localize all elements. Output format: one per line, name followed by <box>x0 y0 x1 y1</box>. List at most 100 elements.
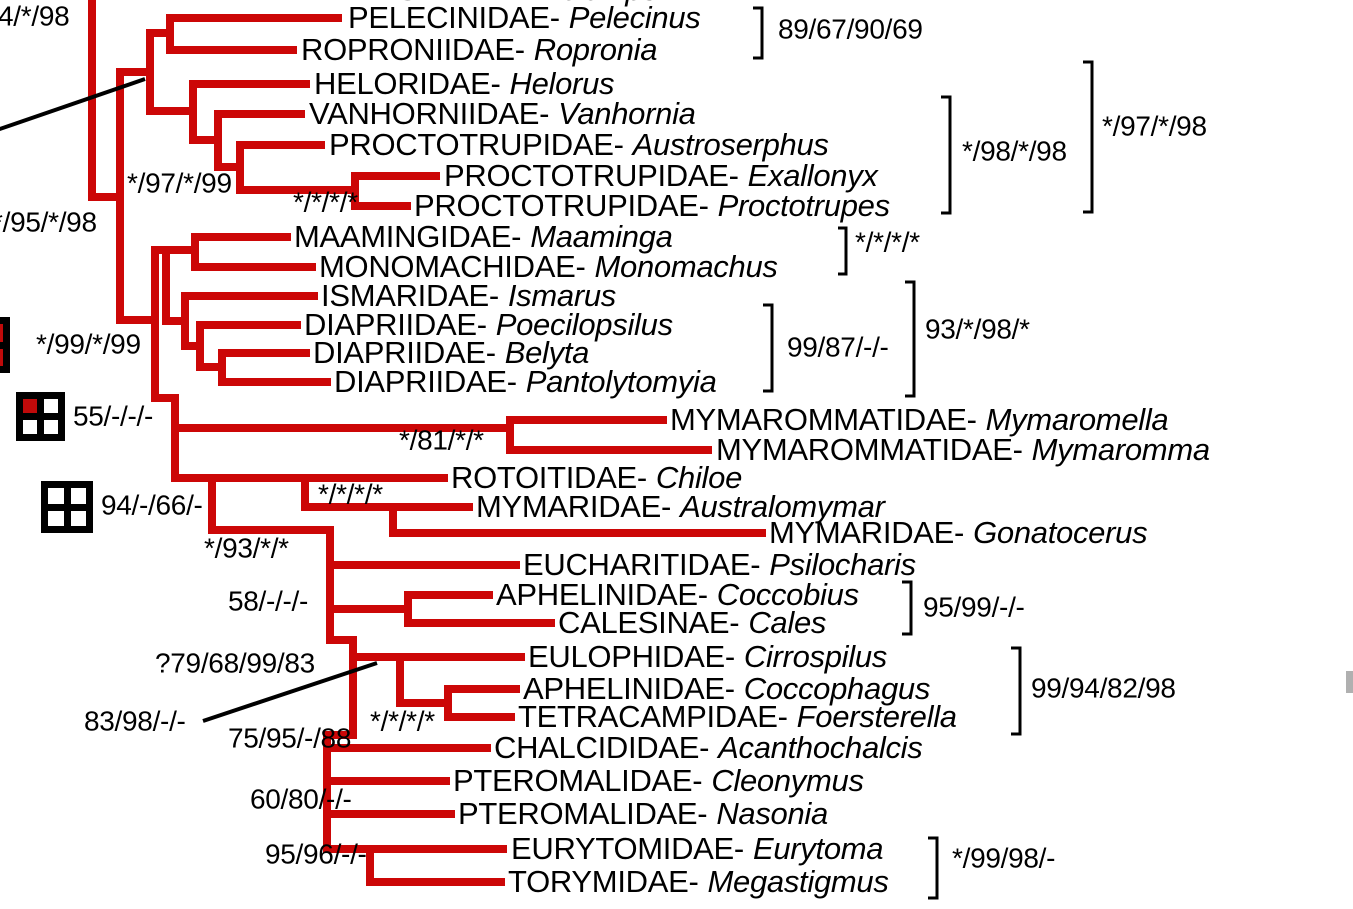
genus-name: Monomachus <box>594 248 778 284</box>
family-name: PTEROMALIDAE- <box>453 762 703 798</box>
grid-2x2-topleft-red-icon <box>16 392 65 441</box>
genus-name: Cleonymus <box>711 762 864 798</box>
genus-name: Mymaromella <box>985 401 1169 437</box>
family-name: DIAPRIIDAE- <box>304 306 487 342</box>
bracket-support-label: */*/*/* <box>855 226 920 258</box>
taxon-label: MYMARIDAE- Australomymar <box>476 491 885 522</box>
taxon-label: DIAPRIIDAE- Poecilopsilus <box>304 309 673 340</box>
genus-name: Maaminga <box>530 218 673 254</box>
quadrant-cell <box>44 420 58 434</box>
support-bracket <box>838 226 848 276</box>
pointer-lines <box>0 77 378 723</box>
genus-name: Melanips <box>536 0 658 7</box>
bracket-support-label: */99/98/- <box>952 842 1056 874</box>
quadrant-cell <box>23 420 37 434</box>
taxon-label: VANHORNIIDAE- Vanhornia <box>309 98 696 129</box>
branch <box>366 845 505 886</box>
taxon-label: PROCTOTRUPIDAE- Proctotrupes <box>414 190 890 221</box>
taxon-label: CHALCIDIDAE- Acanthochalcis <box>494 729 923 765</box>
branch <box>214 110 305 171</box>
branch <box>146 29 174 115</box>
family-name: PROCTOTRUPIDAE- <box>444 157 739 193</box>
pointer-line <box>0 77 146 132</box>
taxon-label: MAAMINGIDAE- Maaminga <box>294 221 673 252</box>
taxon-label: DIAPRIIDAE- Pantolytomyia <box>334 366 717 397</box>
genus-name: Nasonia <box>716 795 828 831</box>
bracket-support-label: 95/99/-/- <box>923 591 1025 623</box>
taxon-label: EULOPHIDAE- Cirrospilus <box>528 641 887 672</box>
node-support-label: */93/*/* <box>204 532 289 564</box>
node-support-label: 58/-/-/- <box>228 585 309 617</box>
genus-name: Ropronia <box>533 31 658 67</box>
support-bracket <box>928 836 939 900</box>
family-name: MONOMACHIDAE- <box>319 248 586 284</box>
quadrant-cell <box>70 488 86 504</box>
bracket-support-label: 93/*/98/* <box>925 313 1030 345</box>
family-name: TORYMIDAE- <box>508 863 699 899</box>
bracket-support-label: 99/94/82/98 <box>1031 672 1176 704</box>
branch <box>181 292 318 350</box>
support-bracket <box>753 6 764 60</box>
support-bracket <box>902 580 913 636</box>
branch <box>162 246 199 325</box>
taxon-label: ROTOITIDAE- Chiloe <box>451 462 742 493</box>
genus-name: Mymaromma <box>1031 431 1210 467</box>
taxon-label: HELORIDAE- Helorus <box>314 68 615 99</box>
genus-name: Coccophagus <box>743 670 931 706</box>
branch <box>236 141 325 194</box>
branch <box>189 80 310 144</box>
taxon-label: MYMAROMMATIDAE- Mymaromma <box>716 434 1210 465</box>
symbol-support-label: 94/-/66/- <box>101 489 203 521</box>
taxon-label: FIGITIDAE- Melanips <box>368 0 658 5</box>
taxon-label: PROCTOTRUPIDAE- Exallonyx <box>444 160 878 191</box>
taxon-label: ROPRONIIDAE- Ropronia <box>301 34 657 65</box>
branch <box>196 321 301 371</box>
support-bracket <box>1011 646 1022 736</box>
family-name: EUCHARITIDAE- <box>523 546 761 582</box>
taxon-label: TORYMIDAE- Megastigmus <box>508 866 889 897</box>
family-name: MYMAROMMATIDAE- <box>670 401 977 437</box>
taxon-label: TETRACAMPIDAE- Foersterella <box>518 701 957 732</box>
family-name: ISMARIDAE- <box>321 277 499 313</box>
genus-name: Pantolytomyia <box>525 363 717 399</box>
quadrant-cell <box>70 510 86 526</box>
taxon-label: ISMARIDAE- Ismarus <box>321 280 616 311</box>
family-name: PROCTOTRUPIDAE- <box>414 187 709 223</box>
bracket-support-label: */97/*/98 <box>1102 110 1207 142</box>
family-name: MYMARIDAE- <box>769 514 965 550</box>
node-support-label: ?79/68/99/83 <box>155 647 315 679</box>
genus-name: Austroserphus <box>632 126 829 162</box>
genus-name: Coccobius <box>716 576 859 612</box>
support-bracket <box>1083 60 1094 214</box>
quadrant-cell <box>48 510 64 526</box>
genus-name: Australomymar <box>680 488 885 524</box>
genus-name: Cales <box>748 604 827 640</box>
family-name: CALESINAE- <box>558 604 740 640</box>
branch <box>444 685 520 721</box>
symbol-support-label: */99/*/99 <box>36 328 141 360</box>
genus-name: Proctotrupes <box>717 187 890 223</box>
support-bracket <box>763 303 774 393</box>
pointer-line <box>202 661 378 723</box>
node-support-label: */97/*/99 <box>127 167 232 199</box>
genus-name: Chiloe <box>655 459 743 495</box>
taxon-label: DIAPRIIDAE- Belyta <box>313 337 589 368</box>
family-name: TETRACAMPIDAE- <box>518 698 788 734</box>
taxon-label: APHELINIDAE- Coccobius <box>496 579 859 610</box>
family-name: PTEROMALIDAE- <box>458 795 708 831</box>
node-support-label: 4/*/98 <box>0 0 70 32</box>
taxon-label: PROCTOTRUPIDAE- Austroserphus <box>329 129 829 160</box>
quadrant-cell <box>44 399 58 413</box>
taxon-label: MONOMACHIDAE- Monomachus <box>319 251 778 282</box>
grid-2x2-empty-icon <box>41 481 93 533</box>
genus-name: Eurytoma <box>752 830 884 866</box>
node-support-label: 75/95/-/88 <box>228 722 352 754</box>
node-support-label: */81/*/* <box>399 424 484 456</box>
genus-name: Vanhornia <box>558 95 696 131</box>
family-name: EULOPHIDAE- <box>528 638 735 674</box>
quadrant-cell <box>23 399 37 413</box>
node-support-label: */95/*/98 <box>0 206 97 238</box>
node-support-label: 95/96/-/- <box>265 838 367 870</box>
family-name: CHALCIDIDAE- <box>494 729 710 765</box>
